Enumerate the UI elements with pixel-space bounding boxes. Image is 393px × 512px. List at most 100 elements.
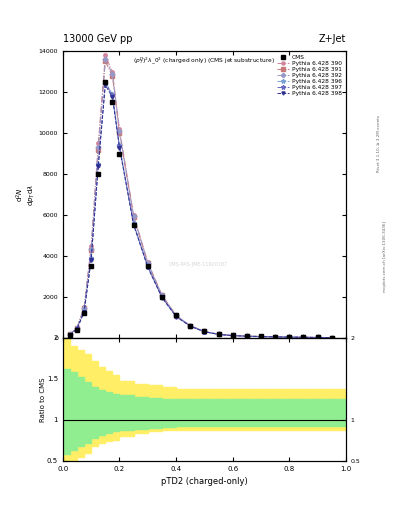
Pythia 6.428 391 — [145, 260, 150, 266]
Pythia 6.428 398 — [202, 329, 207, 335]
Pythia 6.428 392 — [174, 312, 178, 318]
Pythia 6.428 396 — [145, 263, 150, 269]
Text: CMS-PAS-JME-11920187: CMS-PAS-JME-11920187 — [169, 262, 228, 267]
Pythia 6.428 390 — [117, 126, 122, 132]
CMS — [259, 333, 263, 339]
Pythia 6.428 392 — [244, 333, 249, 339]
Pythia 6.428 398 — [160, 294, 164, 301]
Pythia 6.428 396 — [89, 255, 94, 261]
Pythia 6.428 392 — [329, 334, 334, 340]
Pythia 6.428 390 — [110, 69, 115, 75]
Pythia 6.428 397 — [131, 221, 136, 227]
Pythia 6.428 396 — [273, 334, 277, 340]
Line: Pythia 6.428 391: Pythia 6.428 391 — [68, 60, 333, 339]
Pythia 6.428 392 — [103, 56, 108, 62]
CMS — [110, 99, 115, 105]
Line: Pythia 6.428 392: Pythia 6.428 392 — [68, 58, 333, 339]
Pythia 6.428 392 — [117, 128, 122, 134]
Pythia 6.428 391 — [287, 334, 292, 340]
Pythia 6.428 397 — [244, 333, 249, 339]
Pythia 6.428 392 — [89, 246, 94, 252]
Pythia 6.428 392 — [131, 213, 136, 219]
Pythia 6.428 391 — [96, 146, 101, 153]
Pythia 6.428 398 — [329, 334, 334, 340]
Pythia 6.428 392 — [68, 331, 72, 337]
Pythia 6.428 392 — [301, 334, 306, 340]
Pythia 6.428 398 — [188, 323, 193, 329]
Pythia 6.428 392 — [188, 323, 193, 329]
Pythia 6.428 390 — [202, 328, 207, 334]
Pythia 6.428 391 — [160, 292, 164, 298]
Pythia 6.428 392 — [216, 331, 221, 337]
Pythia 6.428 390 — [145, 259, 150, 265]
Pythia 6.428 391 — [174, 312, 178, 318]
Pythia 6.428 397 — [315, 334, 320, 340]
Pythia 6.428 398 — [174, 313, 178, 319]
Pythia 6.428 397 — [110, 92, 115, 98]
Pythia 6.428 396 — [315, 334, 320, 340]
Pythia 6.428 390 — [96, 140, 101, 146]
Pythia 6.428 392 — [145, 260, 150, 266]
Pythia 6.428 397 — [259, 333, 263, 339]
CMS — [174, 312, 178, 318]
CMS — [273, 334, 277, 340]
Text: Rivet 3.1.10, ≥ 3.2M events: Rivet 3.1.10, ≥ 3.2M events — [377, 115, 381, 172]
CMS — [216, 331, 221, 337]
Pythia 6.428 398 — [145, 264, 150, 270]
Pythia 6.428 396 — [287, 334, 292, 340]
Pythia 6.428 390 — [315, 334, 320, 340]
Line: Pythia 6.428 390: Pythia 6.428 390 — [68, 54, 333, 339]
Pythia 6.428 396 — [230, 332, 235, 338]
Pythia 6.428 390 — [89, 243, 94, 249]
Pythia 6.428 391 — [103, 58, 108, 65]
Pythia 6.428 397 — [117, 143, 122, 150]
Pythia 6.428 396 — [216, 331, 221, 337]
CMS — [160, 294, 164, 300]
Pythia 6.428 390 — [301, 334, 306, 340]
Pythia 6.428 398 — [68, 332, 72, 338]
Pythia 6.428 398 — [96, 163, 101, 169]
Pythia 6.428 398 — [131, 222, 136, 228]
Pythia 6.428 390 — [68, 331, 72, 337]
Pythia 6.428 396 — [131, 220, 136, 226]
Pythia 6.428 391 — [244, 333, 249, 339]
CMS — [131, 222, 136, 228]
Pythia 6.428 397 — [329, 334, 334, 340]
Pythia 6.428 398 — [244, 333, 249, 339]
Pythia 6.428 392 — [202, 328, 207, 334]
Pythia 6.428 391 — [75, 325, 79, 331]
CMS — [287, 334, 292, 340]
Pythia 6.428 398 — [110, 94, 115, 100]
CMS — [117, 151, 122, 157]
CMS — [188, 323, 193, 329]
Pythia 6.428 390 — [329, 334, 334, 340]
CMS — [89, 263, 94, 269]
Pythia 6.428 397 — [68, 332, 72, 338]
CMS — [329, 334, 334, 340]
Pythia 6.428 398 — [216, 331, 221, 337]
Pythia 6.428 397 — [202, 329, 207, 335]
CMS — [75, 327, 79, 333]
Pythia 6.428 390 — [273, 334, 277, 340]
Pythia 6.428 397 — [160, 294, 164, 300]
Pythia 6.428 391 — [315, 334, 320, 340]
Pythia 6.428 391 — [68, 331, 72, 337]
Pythia 6.428 398 — [301, 334, 306, 340]
Pythia 6.428 396 — [244, 333, 249, 339]
Pythia 6.428 391 — [259, 333, 263, 339]
Pythia 6.428 398 — [103, 82, 108, 88]
Pythia 6.428 396 — [202, 329, 207, 335]
Pythia 6.428 391 — [89, 247, 94, 253]
Line: Pythia 6.428 396: Pythia 6.428 396 — [68, 79, 334, 340]
Pythia 6.428 391 — [188, 323, 193, 329]
Pythia 6.428 398 — [230, 333, 235, 339]
Legend: CMS, Pythia 6.428 390, Pythia 6.428 391, Pythia 6.428 392, Pythia 6.428 396, Pyt: CMS, Pythia 6.428 390, Pythia 6.428 391,… — [275, 54, 343, 97]
CMS — [82, 310, 86, 316]
CMS — [202, 328, 207, 334]
Pythia 6.428 397 — [301, 334, 306, 340]
Pythia 6.428 396 — [160, 294, 164, 300]
Pythia 6.428 391 — [110, 73, 115, 79]
Pythia 6.428 391 — [230, 332, 235, 338]
CMS — [145, 263, 150, 269]
Pythia 6.428 396 — [329, 334, 334, 340]
